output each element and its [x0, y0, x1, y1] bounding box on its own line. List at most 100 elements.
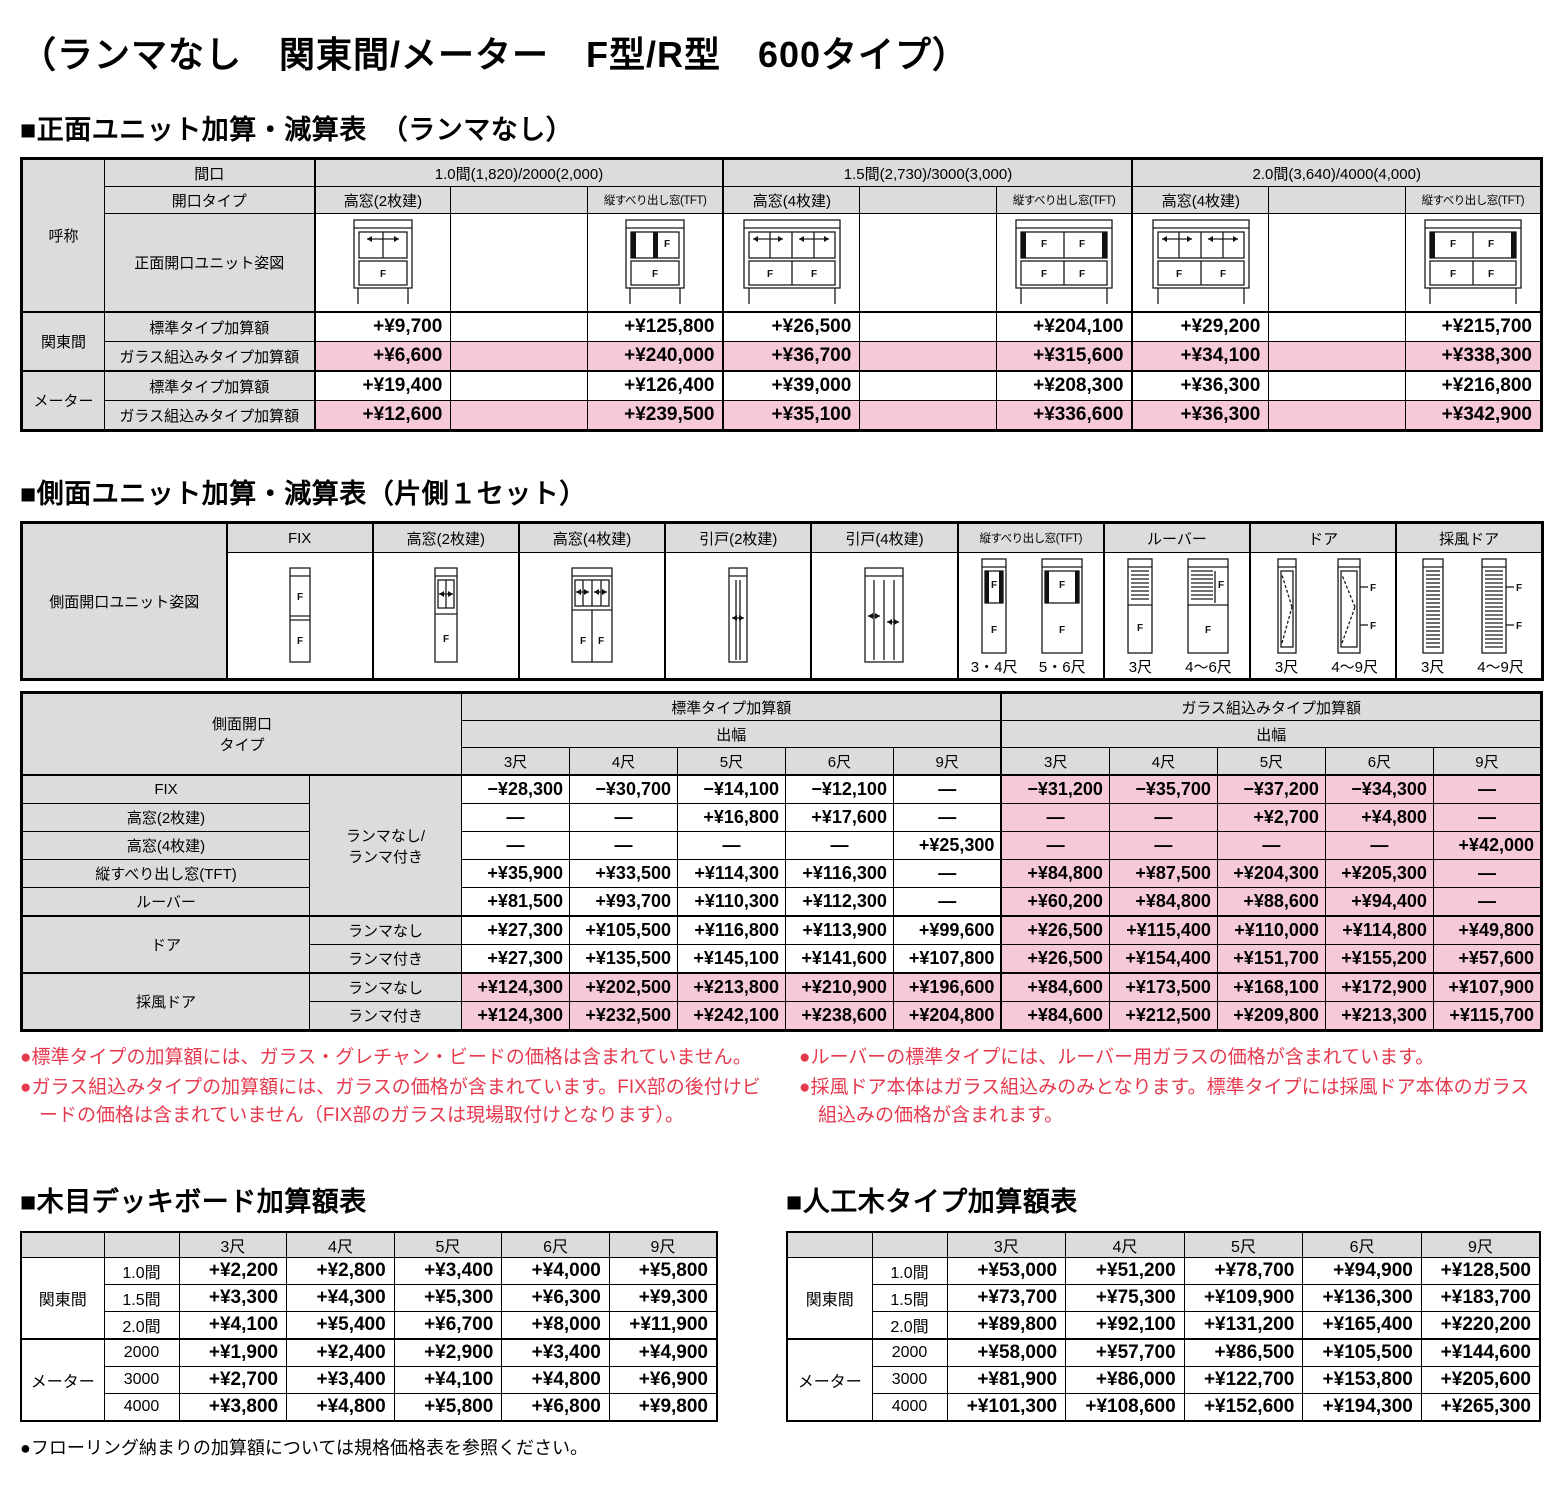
- std-type-header: 標準タイプ加算額: [461, 692, 1002, 721]
- svg-text:F: F: [1516, 621, 1522, 632]
- glass-price-cell: +¥4,800: [1324, 803, 1434, 832]
- deck-table-title: ■木目デッキボード加算額表: [20, 1187, 367, 1217]
- std-price-cell: +¥107,800: [892, 944, 1002, 974]
- front-price-cell: +¥12,600: [313, 400, 452, 431]
- svg-text:F: F: [1041, 269, 1047, 280]
- svg-text:F: F: [1059, 625, 1065, 636]
- price-cell: +¥9,800: [608, 1393, 718, 1422]
- svg-text:F: F: [1079, 239, 1085, 250]
- glass-price-cell: +¥154,400: [1108, 944, 1218, 974]
- front-price-cell: +¥215,700: [1404, 311, 1543, 342]
- svg-text:F: F: [991, 580, 997, 591]
- std-price-cell: +¥25,300: [892, 831, 1002, 860]
- std-price-cell: +¥204,800: [892, 1001, 1002, 1031]
- glass-price-cell: —: [1000, 803, 1110, 832]
- front-group-label: メーター: [21, 370, 105, 431]
- side-diagram-cell: F F 3・4尺 F F 5・6尺: [956, 552, 1105, 680]
- size-col-header: 4尺: [286, 1231, 395, 1258]
- side-door-small-icon: [1276, 558, 1297, 654]
- side-type-label: 縦すべり出し窓(TFT): [21, 859, 310, 888]
- price-cell: +¥4,100: [178, 1311, 288, 1340]
- price-cell: +¥89,800: [946, 1311, 1067, 1340]
- price-cell: +¥51,200: [1065, 1257, 1185, 1285]
- front-takamado2-icon: F: [353, 219, 413, 304]
- glass-price-cell: +¥172,900: [1324, 972, 1434, 1002]
- front-price-cell: +¥36,300: [1131, 370, 1270, 401]
- std-price-cell: +¥81,500: [461, 887, 570, 917]
- price-cell: +¥101,300: [946, 1393, 1067, 1422]
- span-size-label: 4000: [103, 1393, 180, 1422]
- corner-cell: [786, 1231, 873, 1258]
- std-price-cell: +¥105,500: [569, 915, 678, 945]
- price-cell: +¥205,600: [1420, 1366, 1541, 1394]
- svg-text:F: F: [1079, 269, 1085, 280]
- glass-price-cell: +¥110,000: [1216, 915, 1326, 945]
- std-price-cell: −¥30,700: [569, 774, 678, 804]
- ranma-sub-label: ランマなし/ ランマ付き: [308, 774, 463, 917]
- price-cell: +¥4,800: [286, 1393, 395, 1422]
- size-col-header: 4尺: [569, 747, 678, 776]
- price-cell: +¥6,900: [608, 1366, 718, 1394]
- price-cell: +¥4,100: [393, 1366, 503, 1394]
- front-group-label: 関東間: [21, 311, 105, 372]
- front-diagram-cell: F F F F: [1404, 213, 1543, 313]
- std-price-cell: +¥145,100: [676, 944, 786, 974]
- svg-text:F: F: [1488, 269, 1494, 280]
- price-cell: +¥1,900: [178, 1338, 288, 1367]
- side-type-label: 高窓(2枚建): [21, 803, 310, 832]
- glass-price-cell: —: [1108, 831, 1218, 860]
- front-tft-single-icon: FF: [625, 219, 685, 304]
- price-cell: +¥165,400: [1302, 1311, 1422, 1340]
- front-opening-col-header: 縦すべり出し窓(TFT): [1404, 186, 1543, 214]
- price-cell: +¥220,200: [1420, 1311, 1541, 1340]
- width-header: 出幅: [461, 720, 1002, 748]
- front-price-cell: +¥208,300: [995, 370, 1133, 401]
- price-cell: +¥5,800: [608, 1257, 718, 1285]
- front-price-cell: +¥6,600: [313, 341, 452, 372]
- span-size-label: 3000: [103, 1366, 180, 1394]
- price-cell: +¥75,300: [1065, 1284, 1185, 1312]
- price-cell: +¥86,500: [1183, 1338, 1304, 1367]
- diagram-size-label: 5・6尺: [1038, 659, 1086, 676]
- std-price-cell: +¥99,600: [892, 915, 1002, 945]
- ranma-sub-label: ランマなし: [308, 972, 463, 1002]
- side-diagram-cell: 3尺 F F 4～9尺: [1395, 552, 1544, 680]
- glass-price-cell: —: [1324, 831, 1434, 860]
- wood-table-title: ■人工木タイプ加算額表: [786, 1187, 1078, 1217]
- side-unit-diagram-table: 側面開口ユニット姿図 FIX 高窓(2枚建) 高窓(4枚建) 引戸(2枚建) 引戸(4枚建…: [20, 521, 1544, 681]
- price-cell: +¥78,700: [1183, 1257, 1304, 1285]
- module-group-label: メーター: [786, 1338, 873, 1422]
- glass-price-cell: +¥213,300: [1324, 1001, 1434, 1031]
- glass-price-cell: +¥26,500: [1000, 944, 1110, 974]
- glass-price-cell: +¥168,100: [1216, 972, 1326, 1002]
- side-windoor-large-icon: FF: [1480, 558, 1522, 654]
- price-cell: +¥5,800: [393, 1393, 503, 1422]
- side-door-large-icon: FF: [1337, 558, 1376, 654]
- front-price-cell: +¥336,600: [995, 400, 1133, 431]
- side-takamado2-icon: F: [434, 566, 458, 663]
- front-price-cell: [1268, 400, 1406, 431]
- flooring-note: ●フローリング納まりの加算額については規格価格表を参照ください。: [20, 1438, 588, 1458]
- side-diagram-col-header: 引戸(4枚建): [810, 522, 959, 553]
- front-section-title: ■正面ユニット加算・減算表 （ランマなし）: [20, 115, 574, 145]
- std-price-cell: —: [676, 831, 786, 860]
- price-cell: +¥2,700: [178, 1366, 288, 1394]
- price-cell: +¥152,600: [1183, 1393, 1304, 1422]
- front-opening-col-header: 縦すべり出し窓(TFT): [586, 186, 724, 214]
- svg-text:F: F: [380, 269, 386, 280]
- size-col-header: 9尺: [892, 747, 1002, 776]
- front-span-header: 2.0間(3,640)/4000(4,000): [1131, 158, 1543, 187]
- std-price-cell: —: [892, 774, 1002, 804]
- price-cell: +¥2,800: [286, 1257, 395, 1285]
- front-price-cell: +¥36,700: [722, 341, 861, 372]
- std-price-cell: +¥232,500: [569, 1001, 678, 1031]
- side-diagram-cell: 3尺 F F 4～9尺: [1249, 552, 1397, 680]
- std-price-cell: +¥116,800: [676, 915, 786, 945]
- front-unit-price-table: 呼称 間口 1.0間(1,820)/2000(2,000) 1.5間(2,730)/3…: [20, 157, 1543, 432]
- price-cell: +¥194,300: [1302, 1393, 1422, 1422]
- front-price-cell: +¥315,600: [995, 341, 1133, 372]
- price-cell: +¥109,900: [1183, 1284, 1304, 1312]
- size-col-header: 4尺: [1108, 747, 1218, 776]
